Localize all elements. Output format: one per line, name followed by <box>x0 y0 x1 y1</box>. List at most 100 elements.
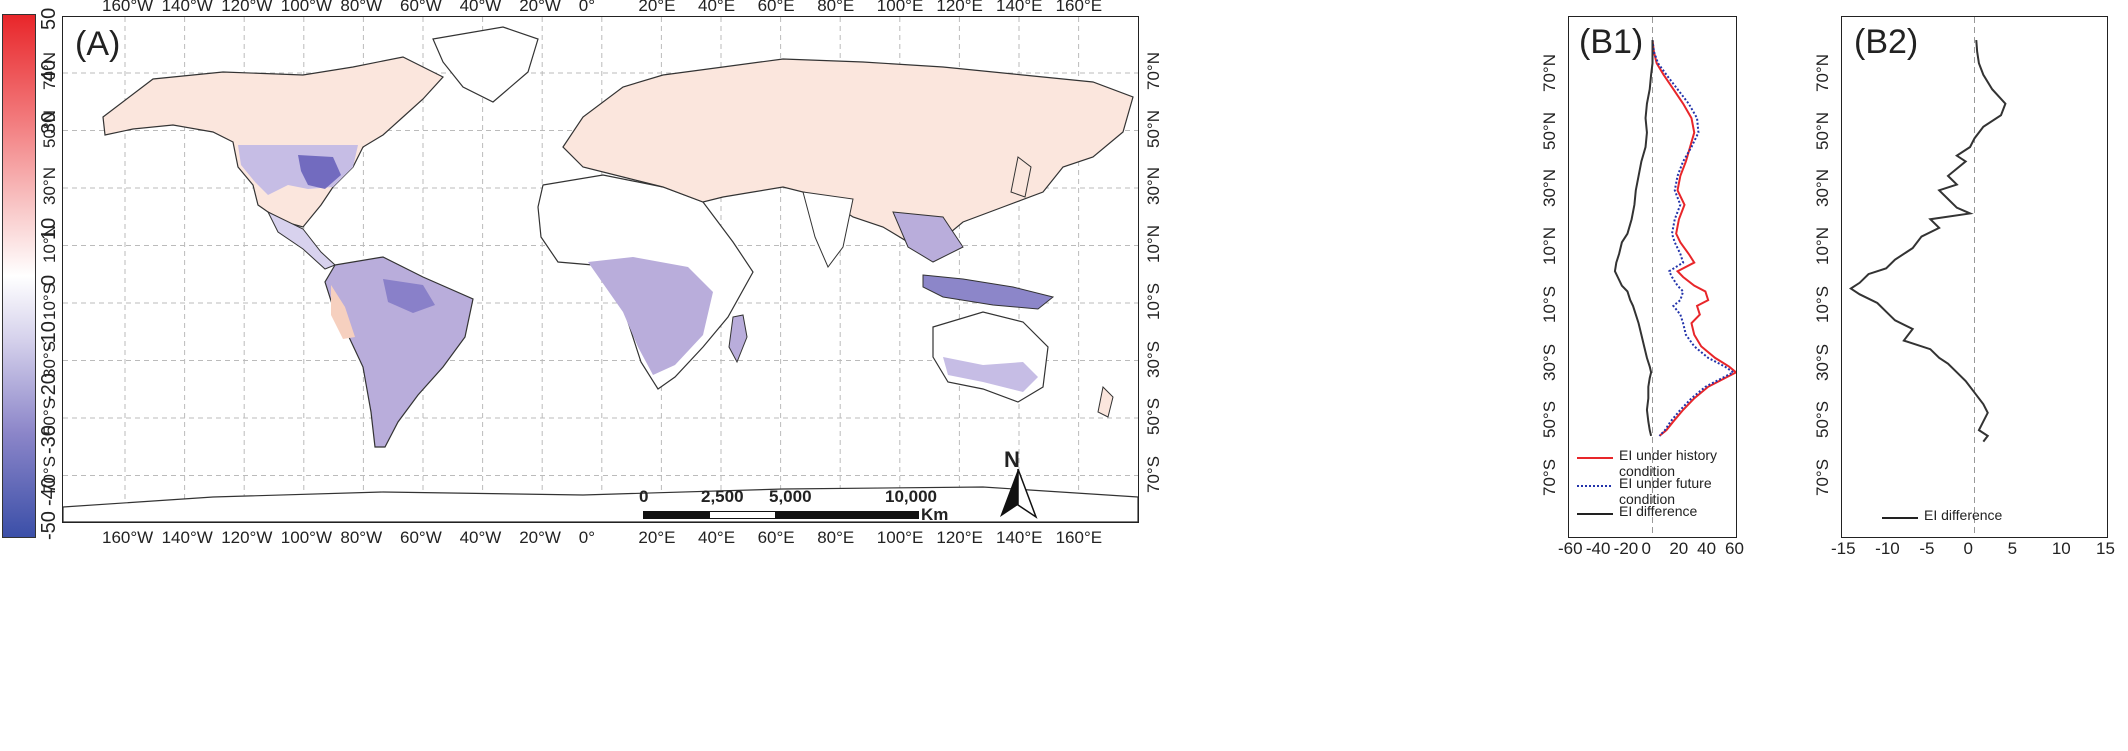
b2-x-tick: 15 <box>2096 539 2115 558</box>
b2-x-tick: 5 <box>2007 539 2018 558</box>
lat-label-left: 70°S <box>40 455 59 493</box>
lon-label-top: 80°W <box>340 0 383 15</box>
north-america <box>102 56 444 228</box>
lon-label-top: 40°E <box>698 0 736 15</box>
new-zealand <box>1097 385 1114 418</box>
lon-label-top: 100°E <box>876 0 924 15</box>
panel-b1-legend: EI under history condition EI under futu… <box>1577 447 1736 531</box>
legend-label-difference: EI difference <box>1619 503 1698 519</box>
lon-label-bottom: 140°W <box>161 528 213 547</box>
lon-label-top: 20°W <box>519 0 561 15</box>
b2-lat-label: 50°N <box>1813 111 1832 150</box>
b1-lat-label: 50°N <box>1540 111 1559 150</box>
lon-label-top: 120°E <box>936 0 983 15</box>
lon-label-top: 20°E <box>638 0 676 15</box>
b2-lat-label: 50°S <box>1813 401 1832 439</box>
panel-a-label: (A) <box>75 25 121 63</box>
map-svg <box>63 17 1138 522</box>
lon-label-bottom: 60°E <box>757 528 795 547</box>
scale-label-5000: 5,000 <box>769 487 812 506</box>
legend-item-history: EI under history condition <box>1577 447 1736 479</box>
africa-cool <box>588 257 713 375</box>
b2-lat-label: 30°N <box>1813 169 1832 208</box>
b1-lat-label: 30°S <box>1540 343 1559 381</box>
lon-label-top: 0° <box>578 0 596 15</box>
lon-label-bottom: 120°W <box>221 528 273 547</box>
b2-x-tick: -15 <box>1831 539 1856 558</box>
australia <box>932 311 1049 403</box>
lon-label-bottom: 100°W <box>280 528 333 547</box>
lon-label-bottom: 100°E <box>876 528 924 547</box>
lat-label-left: 10°N <box>40 224 59 263</box>
colorbar: 50 40 30 10 0 -10 -20 -30 -40 -50 <box>0 0 60 540</box>
lon-label-top: 140°W <box>161 0 213 15</box>
lon-label-bottom: 20°E <box>638 528 676 547</box>
andes-warm <box>331 285 355 339</box>
lat-label-left: 70°N <box>40 52 59 90</box>
amazon-strong <box>383 279 435 313</box>
legend-label-difference-b2: EI difference <box>1924 507 2003 523</box>
colorbar-tick: 50 <box>38 7 60 30</box>
b1-x-tick: 0 <box>1641 539 1651 558</box>
b1-series-line <box>1651 39 1736 437</box>
lon-label-top: 160°W <box>102 0 154 15</box>
panel-a-map: (A) 0 2,500 5,000 10,000 Km N 160°W 140°W… <box>40 0 1163 547</box>
lat-label-right: 70°S <box>1144 455 1163 493</box>
lon-label-bottom: 160°W <box>102 528 154 547</box>
lat-label-right: 50°N <box>1144 109 1163 148</box>
b1-lat-label: 10°N <box>1540 227 1559 266</box>
lon-label-bottom: 40°E <box>698 528 736 547</box>
north-arrow-icon <box>1000 469 1038 519</box>
scale-label-0: 0 <box>639 487 649 506</box>
india <box>802 191 854 268</box>
lat-label-left: 30°S <box>40 340 59 378</box>
lon-label-top: 40°W <box>459 0 502 15</box>
b1-x-tick: -20 <box>1613 539 1639 558</box>
map-frame: (A) 0 2,500 5,000 10,000 Km N <box>62 16 1139 523</box>
scale-segment-1 <box>643 511 711 519</box>
b2-x-tick: 10 <box>2051 539 2071 558</box>
legend-item-future: EI under future condition <box>1577 475 1736 507</box>
b1-lat-label: 50°S <box>1540 401 1559 439</box>
b2-lat-label: 10°S <box>1813 285 1832 323</box>
indonesia <box>922 274 1055 310</box>
lon-label-bottom: 40°W <box>459 528 502 547</box>
lat-label-right: 10°S <box>1144 282 1163 320</box>
colorbar-gradient <box>2 14 36 538</box>
lat-label-right: 70°N <box>1144 52 1163 90</box>
lon-label-bottom: 140°E <box>996 528 1043 547</box>
legend-item-difference: EI difference <box>1577 503 1736 531</box>
b1-lat-label: 30°N <box>1540 169 1559 208</box>
north-arrow-label: N <box>1004 447 1020 472</box>
b2-lat-label: 10°N <box>1813 227 1832 266</box>
europe-asia <box>562 58 1134 248</box>
b1-series-line <box>1651 39 1736 437</box>
lon-label-top: 60°W <box>400 0 442 15</box>
lat-label-left: 10°S <box>40 282 59 320</box>
b1-x-tick: -60 <box>1558 539 1583 558</box>
antarctica <box>63 486 1138 522</box>
panel-b1-frame: (B1) EI under history condition EI under… <box>1568 16 1737 538</box>
legend-item-difference-b2: EI difference <box>1882 507 2062 531</box>
greenland <box>432 26 539 103</box>
lon-label-top: 80°E <box>817 0 855 15</box>
b2-lat-label: 70°S <box>1813 459 1832 497</box>
lon-label-bottom: 80°E <box>817 528 855 547</box>
se-asia-cool <box>892 211 964 263</box>
colorbar-tick: -50 <box>38 511 60 540</box>
scale-bar: 0 2,500 5,000 10,000 Km <box>639 487 948 522</box>
north-arrow: N <box>998 447 1038 519</box>
madagascar <box>728 314 748 364</box>
panel-b2-frame: (B2) EI difference <box>1841 16 2108 538</box>
lat-label-right: 30°S <box>1144 340 1163 378</box>
b2-x-tick: -5 <box>1919 539 1935 558</box>
central-america <box>266 210 336 270</box>
b1-lat-label: 70°N <box>1540 53 1559 92</box>
lon-label-bottom: 120°E <box>936 528 983 547</box>
scale-label-10000: 10,000 <box>885 487 937 506</box>
legend-label-history: EI under history condition <box>1619 447 1718 479</box>
australia-cool-edge <box>943 357 1038 392</box>
lon-label-top: 100°W <box>280 0 333 15</box>
panel-b1-plot <box>1613 17 1736 537</box>
b1-lat-label: 70°S <box>1540 459 1559 497</box>
